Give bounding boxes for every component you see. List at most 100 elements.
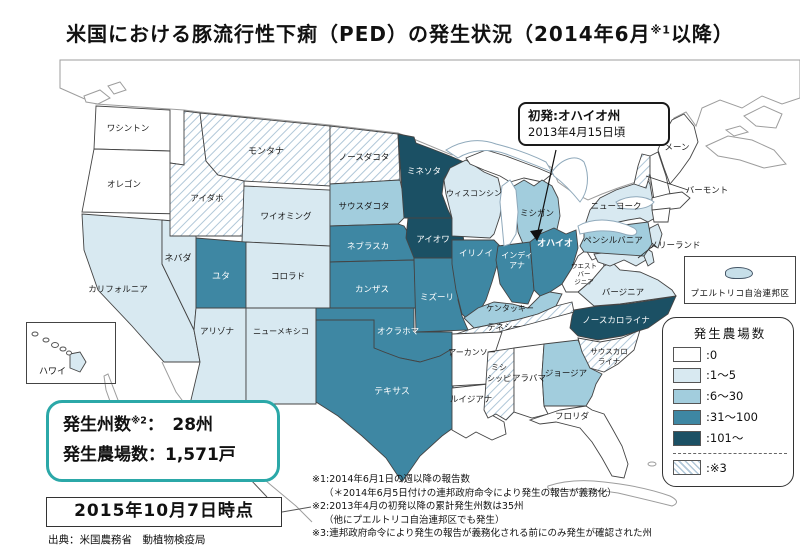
bc-island-outline: [107, 81, 127, 95]
vancouver-island-outline: [83, 89, 111, 105]
state-south-carolina: [577, 329, 641, 373]
hawaii-island: [51, 342, 59, 348]
state-label-illinois: イリノイ: [459, 249, 493, 259]
state-label-washington: ワシントン: [107, 124, 150, 134]
legend-label: :6～30: [706, 389, 744, 403]
state-label-north-dakota: ノースダコタ: [339, 152, 390, 163]
stats-farms-line: 発生農場数：1,571戸: [63, 444, 236, 465]
pointer-lines: [249, 149, 557, 513]
stats-box: 発生州数※2： 28州 発生農場数：1,571戸: [46, 400, 280, 482]
date-box: 2015年10月7日時点: [46, 497, 282, 527]
stats-states-value: ： 28州: [146, 415, 214, 435]
state-label-virginia: バージニア: [602, 288, 644, 298]
state-label-georgia: ジョージア: [545, 369, 587, 379]
stats-states-footnote-mark: ※2: [131, 415, 147, 427]
state-kansas: [329, 259, 417, 309]
state-label-oklahoma: オクラホマ: [377, 327, 419, 337]
great-lakes: [445, 140, 655, 247]
hawaii-island: [31, 331, 39, 337]
state-label-arizona: アリゾナ: [200, 327, 234, 337]
state-label-pennsylvania: ペンシルバニア: [583, 236, 643, 246]
lake-michigan: [499, 179, 519, 247]
state-label-kansas: カンザス: [355, 285, 389, 295]
footnote-line: ※2:2013年4月の初発以降の累計発生州数は35州: [312, 501, 524, 512]
legend-swatch-c0: [673, 347, 701, 362]
puerto-rico-box: プエルトリコ自治連邦区: [684, 256, 796, 304]
legend-label: :※3: [706, 460, 727, 475]
lake-ontario: [615, 196, 655, 210]
state-mississippi: [483, 347, 515, 421]
page-title-main: 米国における豚流行性下痢（PED）の発生状況（2014年6月: [66, 22, 651, 46]
state-label-arkansas: アーカンソー: [448, 348, 496, 357]
state-label-colorado: コロラド: [271, 272, 305, 282]
state-label-nevada: ネバダ: [164, 252, 191, 264]
legend-items: :0 :1～5 :6～30 :31～100 :101～ :※3: [673, 347, 787, 475]
vermont-external-label: バーモント: [686, 186, 729, 196]
cuba-outline: [547, 480, 677, 507]
legend-swatch-c3: [673, 409, 701, 425]
state-label-nebraska: ネブラスカ: [347, 241, 389, 252]
first-case-pointer-line: [536, 149, 557, 237]
hawaii-island: [42, 337, 50, 343]
legend-title: 発生農場数: [693, 326, 767, 341]
vermont-pointer-line: [645, 175, 689, 191]
bahamas-island: [647, 461, 657, 467]
page-title-tail: 以降）: [670, 22, 734, 46]
first-case-state: 初発:オハイオ州: [528, 108, 621, 123]
legend-item-c0: :0: [673, 347, 787, 362]
legend-swatch-c2: [673, 388, 701, 404]
legend-label: :101～: [706, 431, 744, 445]
page-title: 米国における豚流行性下痢（PED）の発生状況（2014年6月※1以降）: [0, 18, 800, 47]
state-label-florida: フロリダ: [555, 411, 590, 422]
footnotes: ※1:2014年6月1日の週以降の報告数 （＊2014年6月5日付けの連邦政府命令…: [312, 473, 652, 541]
state-label-new-mexico: ニューメキシコ: [253, 327, 309, 336]
lake-huron: [551, 157, 588, 203]
source-text: 出典：米国農務省 動植物検疫局: [48, 534, 206, 546]
date-footnote-connector-line: [281, 506, 312, 513]
hawaii-label: ハワイ: [39, 367, 67, 377]
legend-item-c4: :101～: [673, 430, 787, 446]
first-case-pointer-arrow: [530, 229, 543, 241]
state-michigan: [513, 179, 561, 247]
legend-item-c2: :6～30: [673, 388, 787, 404]
prince-edward-island-outline: [724, 125, 750, 137]
state-connecticut: [651, 207, 671, 223]
puerto-rico-label: プエルトリコ自治連邦区: [690, 289, 790, 299]
legend-label: :31～100: [706, 410, 758, 424]
stats-date-connector-line: [249, 478, 268, 498]
legend-label: :1～5: [706, 368, 737, 382]
legend-swatch-c1: [673, 367, 701, 383]
legend-item-c1: :1～5: [673, 367, 787, 383]
state-label-louisiana: ルイジアナ: [450, 395, 492, 405]
states-layer: [69, 105, 699, 483]
state-label-alabama: アラバマ: [512, 374, 546, 384]
state-label-indiana: インディアナ: [501, 250, 532, 270]
state-label-ohio: オハイオ: [537, 238, 573, 249]
footnote-line: （他にプエルトリコ自治連邦区でも発生）: [324, 514, 505, 526]
state-hawaii-big-island: [69, 351, 87, 373]
state-label-iowa: アイオワ: [416, 235, 450, 245]
state-label-north-carolina: ノースカロライナ: [582, 316, 649, 326]
state-label-minnesota: ミネソタ: [407, 167, 441, 177]
stats-states-label: 発生州数: [63, 415, 131, 435]
hawaii-box: ハワイ: [26, 322, 116, 384]
state-label-idaho: アイダホ: [190, 193, 223, 204]
state-label-oregon: オレゴン: [107, 179, 141, 190]
newfoundland-outline: [743, 105, 783, 129]
legend-swatch-c4: [673, 430, 701, 446]
stats-states-line: 発生州数※2： 28州: [63, 411, 263, 441]
state-new-mexico: [245, 307, 317, 405]
maryland-pointer-line: [637, 245, 654, 259]
state-label-tennessee: テネシー: [487, 323, 521, 333]
state-label-maine: メーン: [664, 143, 689, 153]
state-label-montana: モンタナ: [248, 146, 284, 157]
hawaii-islands: [31, 331, 72, 356]
state-label-utah: ユタ: [212, 271, 230, 282]
legend: 発生農場数 :0 :1～5 :6～30 :31～100 :101～ :※3: [662, 317, 794, 487]
puerto-rico-shape: [725, 267, 753, 279]
first-case-callout: 初発:オハイオ州 2013年4月15日頃: [518, 102, 670, 147]
footnote-line: ※1:2014年6月1日の週以降の報告数: [312, 474, 470, 485]
